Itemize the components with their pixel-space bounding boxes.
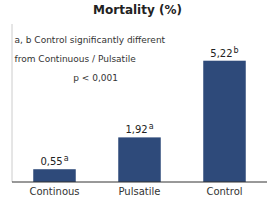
annotation: p < 0,001 — [73, 73, 118, 83]
x-tick-label: Pulsatile — [119, 186, 161, 197]
title: Mortality (%) — [93, 3, 182, 17]
y-axis-line — [12, 24, 13, 182]
x-tick-label: Continous — [29, 186, 79, 197]
annotation: from Continuous / Pulsatile — [15, 54, 137, 64]
bar — [203, 61, 246, 182]
x-axis-line — [12, 182, 267, 183]
x-tick-label: Control — [206, 186, 242, 197]
data-label-superscript: a — [149, 122, 154, 131]
bar — [118, 137, 161, 182]
data-label: 1,92 — [125, 124, 147, 135]
data-label: 5,22 — [210, 48, 232, 59]
bar — [33, 169, 76, 182]
bars — [33, 61, 246, 182]
data-label-superscript: a — [64, 154, 69, 163]
annotation: a, b Control significantly different — [15, 35, 166, 45]
data-label-superscript: b — [234, 46, 239, 55]
data-label: 0,55 — [40, 156, 62, 167]
chart: Mortality (%) Continous Pulsatile Control 0,… — [0, 0, 275, 202]
